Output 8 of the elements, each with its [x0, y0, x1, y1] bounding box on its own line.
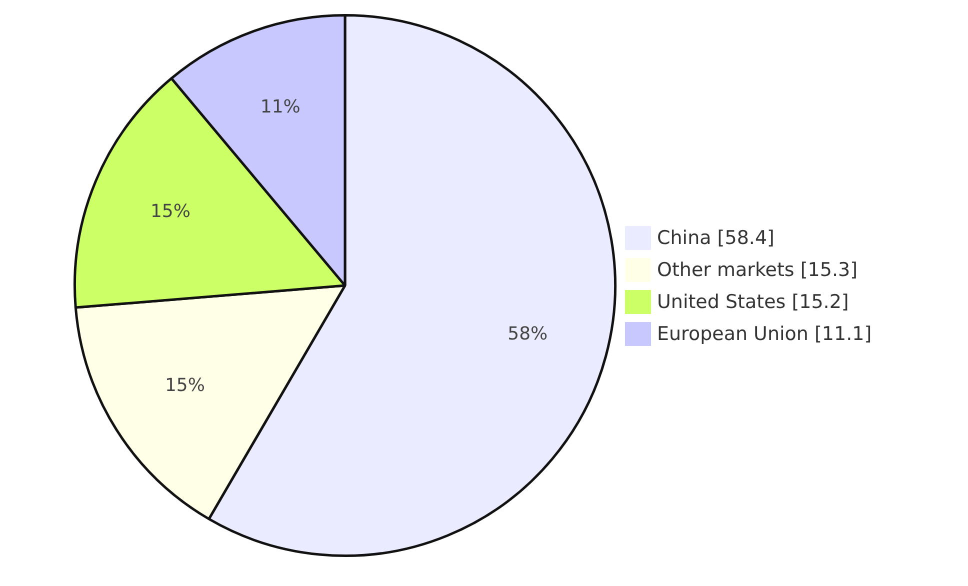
data-label: 15%: [164, 375, 205, 396]
legend-label: European Union [11.1]: [657, 322, 872, 344]
data-label: 11%: [260, 96, 300, 118]
data-label: 58%: [508, 324, 548, 345]
legend-label: Other markets [15.3]: [657, 258, 858, 280]
legend-label: United States [15.2]: [657, 290, 849, 312]
legend-label: China [58.4]: [657, 226, 774, 248]
data-label: 15%: [150, 201, 190, 222]
